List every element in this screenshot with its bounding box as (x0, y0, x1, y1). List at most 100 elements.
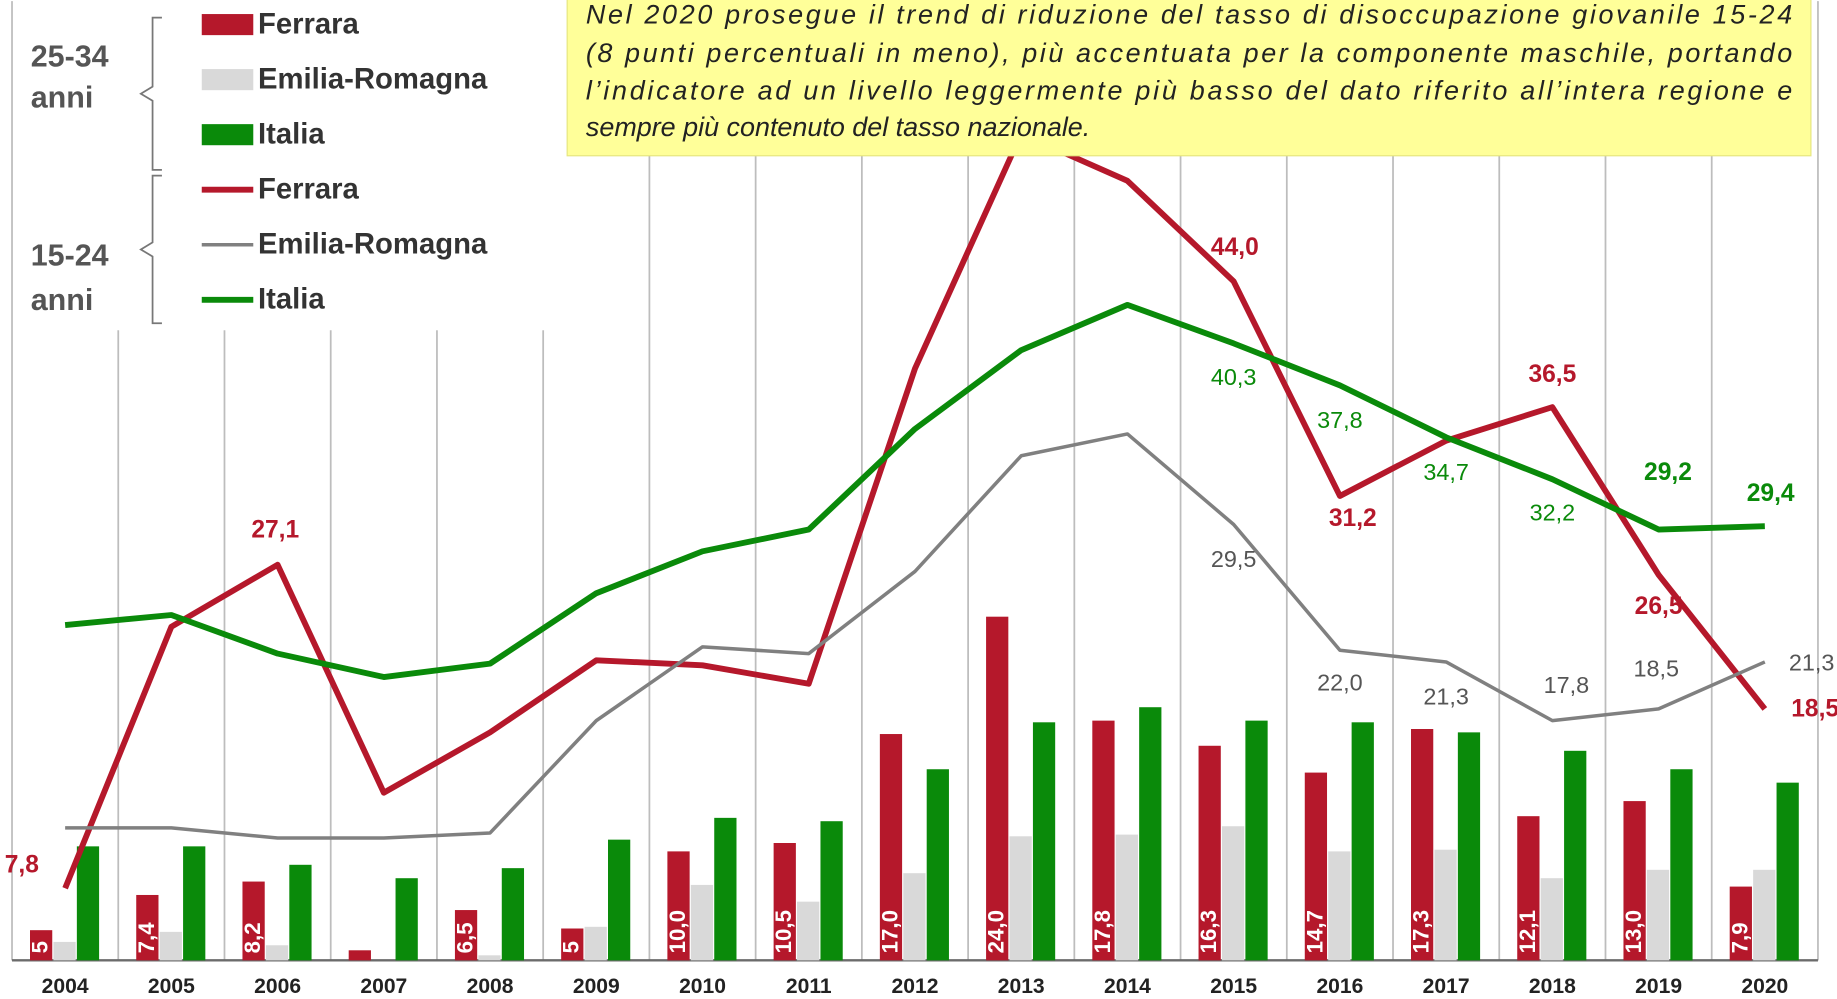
annotation-line: (8 punti percentuali in meno), più accen… (586, 38, 1792, 68)
bar (1139, 707, 1162, 961)
bar (797, 901, 820, 961)
line-value-label: 36,5 (1528, 361, 1576, 388)
line-value-label: 18,5 (1633, 655, 1679, 681)
bar (1670, 769, 1693, 961)
bar (1032, 722, 1056, 961)
bar (1411, 729, 1434, 961)
bar (903, 873, 926, 961)
legend-label: Italia (258, 119, 325, 151)
bar (501, 868, 525, 961)
x-tick-label: 2011 (786, 975, 832, 998)
bar (1221, 826, 1245, 961)
bar-value-label: 12,1 (1515, 910, 1540, 953)
line-value-label: 31,2 (1329, 505, 1377, 532)
line-value-label: 7,8 (5, 852, 39, 879)
bar (926, 769, 949, 961)
annotation-line: Nel 2020 prosegue il trend di riduzione … (586, 0, 1792, 30)
x-tick-label: 2014 (1104, 975, 1151, 998)
x-tick-label: 2008 (467, 975, 514, 998)
bar (561, 928, 584, 961)
x-tick-label: 2018 (1529, 975, 1576, 998)
bar (773, 843, 796, 961)
x-tick-label: 2009 (573, 975, 620, 998)
line-value-label: 44,0 (1211, 234, 1259, 261)
bar (136, 894, 159, 961)
x-tick-label: 2006 (254, 975, 301, 998)
bar (242, 881, 265, 961)
bar-value-label: 5 (559, 941, 584, 953)
legend-brace (139, 16, 162, 171)
bar (1753, 869, 1776, 961)
bar (30, 930, 53, 961)
line-value-label: 26,5 (1635, 593, 1683, 620)
bar (1245, 720, 1268, 961)
bar-value-label: 8,2 (240, 922, 265, 953)
line-value-label: 21,3 (1789, 649, 1835, 675)
legend-brace (139, 174, 162, 325)
annotation-box (566, 0, 1812, 157)
bar-value-label: 10,0 (665, 910, 690, 953)
line (65, 432, 1766, 840)
bar (395, 878, 418, 961)
bar (348, 950, 371, 961)
bar (1457, 732, 1481, 961)
line-value-label: 27,1 (251, 516, 299, 543)
legend-label: Emilia-Romagna (258, 64, 488, 96)
x-tick-label: 2019 (1635, 975, 1682, 998)
bar (159, 931, 182, 961)
annotation-line: l’indicatore ad un livello leggermente p… (586, 76, 1792, 106)
bar-value-label: 17,3 (1409, 910, 1434, 953)
line-value-label: 29,2 (1644, 459, 1692, 486)
bar (1540, 878, 1563, 961)
bar (1564, 750, 1587, 961)
line-value-label: 34,7 (1423, 459, 1469, 485)
x-tick-label: 2016 (1316, 975, 1363, 998)
x-tick-label: 2020 (1741, 975, 1788, 998)
line (64, 301, 1765, 680)
bar-value-label: 14,7 (1302, 910, 1327, 953)
bar (1351, 722, 1374, 961)
legend-group-label: anni (31, 81, 94, 115)
legend-swatch (201, 124, 254, 146)
x-tick-label: 2010 (679, 975, 726, 998)
bar (1646, 869, 1670, 961)
bar-value-label: 13,0 (1621, 910, 1646, 953)
bar (183, 846, 206, 961)
legend-swatch (201, 14, 254, 36)
line-value-label: 17,8 (1544, 672, 1590, 698)
x-tick-label: 2017 (1423, 975, 1470, 998)
bar (1115, 834, 1138, 961)
bar (1092, 720, 1115, 961)
bar (76, 846, 100, 961)
bar (1729, 886, 1752, 961)
bar (1623, 801, 1646, 961)
bar (986, 616, 1009, 961)
bar (53, 941, 76, 961)
legend-group-label: 25-34 (31, 40, 109, 74)
bar-value-label: 16,3 (1196, 910, 1221, 953)
bar (1328, 851, 1351, 961)
line-value-label: 29,4 (1747, 480, 1795, 507)
bar (289, 864, 312, 961)
bar-value-label: 7,9 (1727, 922, 1752, 953)
bar (714, 817, 737, 961)
legend-label: Ferrara (258, 174, 360, 206)
bar (608, 839, 631, 961)
bar (879, 734, 903, 961)
line-value-label: 32,2 (1530, 500, 1576, 526)
x-tick-label: 2007 (360, 975, 407, 998)
bar (1776, 782, 1799, 961)
x-tick-label: 2004 (42, 975, 89, 998)
line-value-label: 37,8 (1317, 407, 1363, 433)
legend-label: Emilia-Romagna (258, 229, 488, 261)
line-value-label: 22,0 (1317, 669, 1363, 695)
bar (265, 945, 289, 961)
bar (1434, 849, 1457, 961)
bar-value-label: 10,5 (771, 910, 796, 953)
legend-swatch (201, 69, 254, 91)
bar-value-label: 7,4 (134, 922, 159, 954)
x-tick-label: 2013 (998, 975, 1045, 998)
legend-group-label: 15-24 (31, 239, 109, 273)
